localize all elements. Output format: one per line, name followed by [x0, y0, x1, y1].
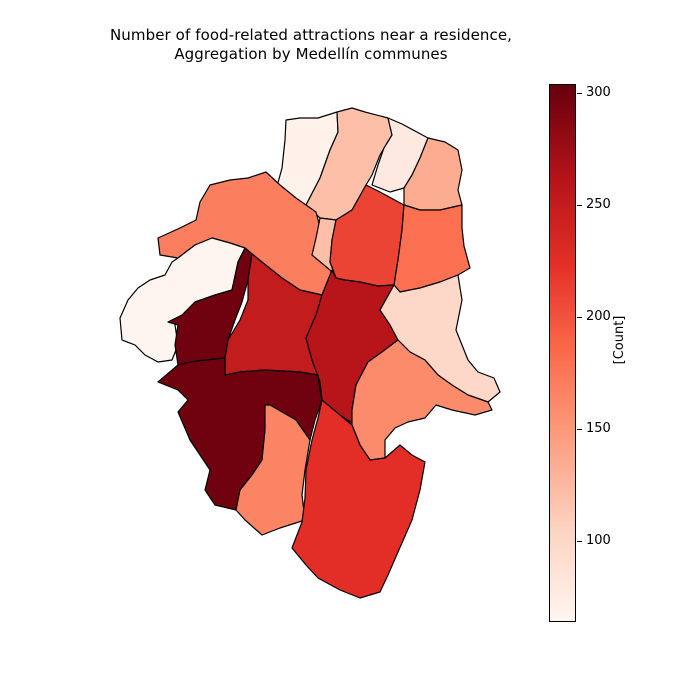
colorbar-tick [577, 317, 582, 319]
commune-south-1 [235, 404, 311, 536]
commune-north-3 [371, 117, 429, 193]
colorbar-tick [577, 541, 582, 543]
colorbar-tick [577, 92, 582, 94]
title-line-1: Number of food-related attractions near … [109, 26, 513, 44]
colorbar-label: [Count] [612, 315, 627, 365]
colorbar-tick [577, 205, 582, 207]
colorbar-tick-label: 250 [586, 197, 611, 213]
commune-west-1 [119, 237, 246, 363]
colorbar-tick-label: 200 [586, 309, 611, 325]
colorbar [549, 84, 576, 622]
commune-south-2 [291, 399, 426, 599]
map-title: Number of food-related attractions near … [0, 26, 622, 64]
title-line-2: Aggregation by Medellín communes [174, 45, 448, 63]
colorbar-tick-label: 300 [586, 84, 611, 100]
commune-east-2 [351, 339, 493, 461]
colorbar-tick-label: 100 [586, 533, 611, 549]
colorbar-tick-label: 150 [586, 421, 611, 437]
colorbar-tick [577, 429, 582, 431]
